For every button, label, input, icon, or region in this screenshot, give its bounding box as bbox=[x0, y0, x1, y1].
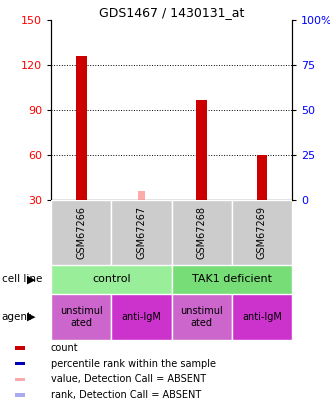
Bar bbox=[196, 100, 207, 200]
Bar bbox=[112, 200, 172, 265]
Bar bbox=[15, 362, 25, 365]
Bar bbox=[15, 378, 25, 381]
Bar bbox=[138, 192, 145, 200]
Text: cell line: cell line bbox=[2, 275, 42, 284]
Text: percentile rank within the sample: percentile rank within the sample bbox=[51, 359, 216, 369]
Title: GDS1467 / 1430131_at: GDS1467 / 1430131_at bbox=[99, 6, 244, 19]
Bar bbox=[51, 294, 112, 340]
Bar bbox=[172, 265, 292, 294]
Bar bbox=[172, 200, 232, 265]
Text: GSM67267: GSM67267 bbox=[137, 206, 147, 260]
Bar bbox=[256, 156, 267, 200]
Bar bbox=[76, 56, 87, 200]
Text: GSM67269: GSM67269 bbox=[257, 207, 267, 259]
Text: unstimul
ated: unstimul ated bbox=[180, 306, 223, 328]
Text: control: control bbox=[92, 275, 131, 284]
Bar bbox=[15, 393, 25, 397]
Bar bbox=[51, 200, 112, 265]
Text: count: count bbox=[51, 343, 78, 353]
Text: anti-IgM: anti-IgM bbox=[242, 312, 282, 322]
Bar bbox=[232, 200, 292, 265]
Text: unstimul
ated: unstimul ated bbox=[60, 306, 103, 328]
Bar bbox=[15, 346, 25, 350]
Bar bbox=[232, 294, 292, 340]
Text: ▶: ▶ bbox=[27, 312, 36, 322]
Text: anti-IgM: anti-IgM bbox=[121, 312, 161, 322]
Text: value, Detection Call = ABSENT: value, Detection Call = ABSENT bbox=[51, 375, 206, 384]
Text: rank, Detection Call = ABSENT: rank, Detection Call = ABSENT bbox=[51, 390, 201, 400]
Bar bbox=[112, 294, 172, 340]
Text: GSM67266: GSM67266 bbox=[76, 207, 86, 259]
Text: TAK1 deficient: TAK1 deficient bbox=[192, 275, 272, 284]
Text: GSM67268: GSM67268 bbox=[197, 207, 207, 259]
Bar bbox=[172, 294, 232, 340]
Text: ▶: ▶ bbox=[27, 275, 36, 284]
Text: agent: agent bbox=[2, 312, 32, 322]
Bar bbox=[51, 265, 172, 294]
